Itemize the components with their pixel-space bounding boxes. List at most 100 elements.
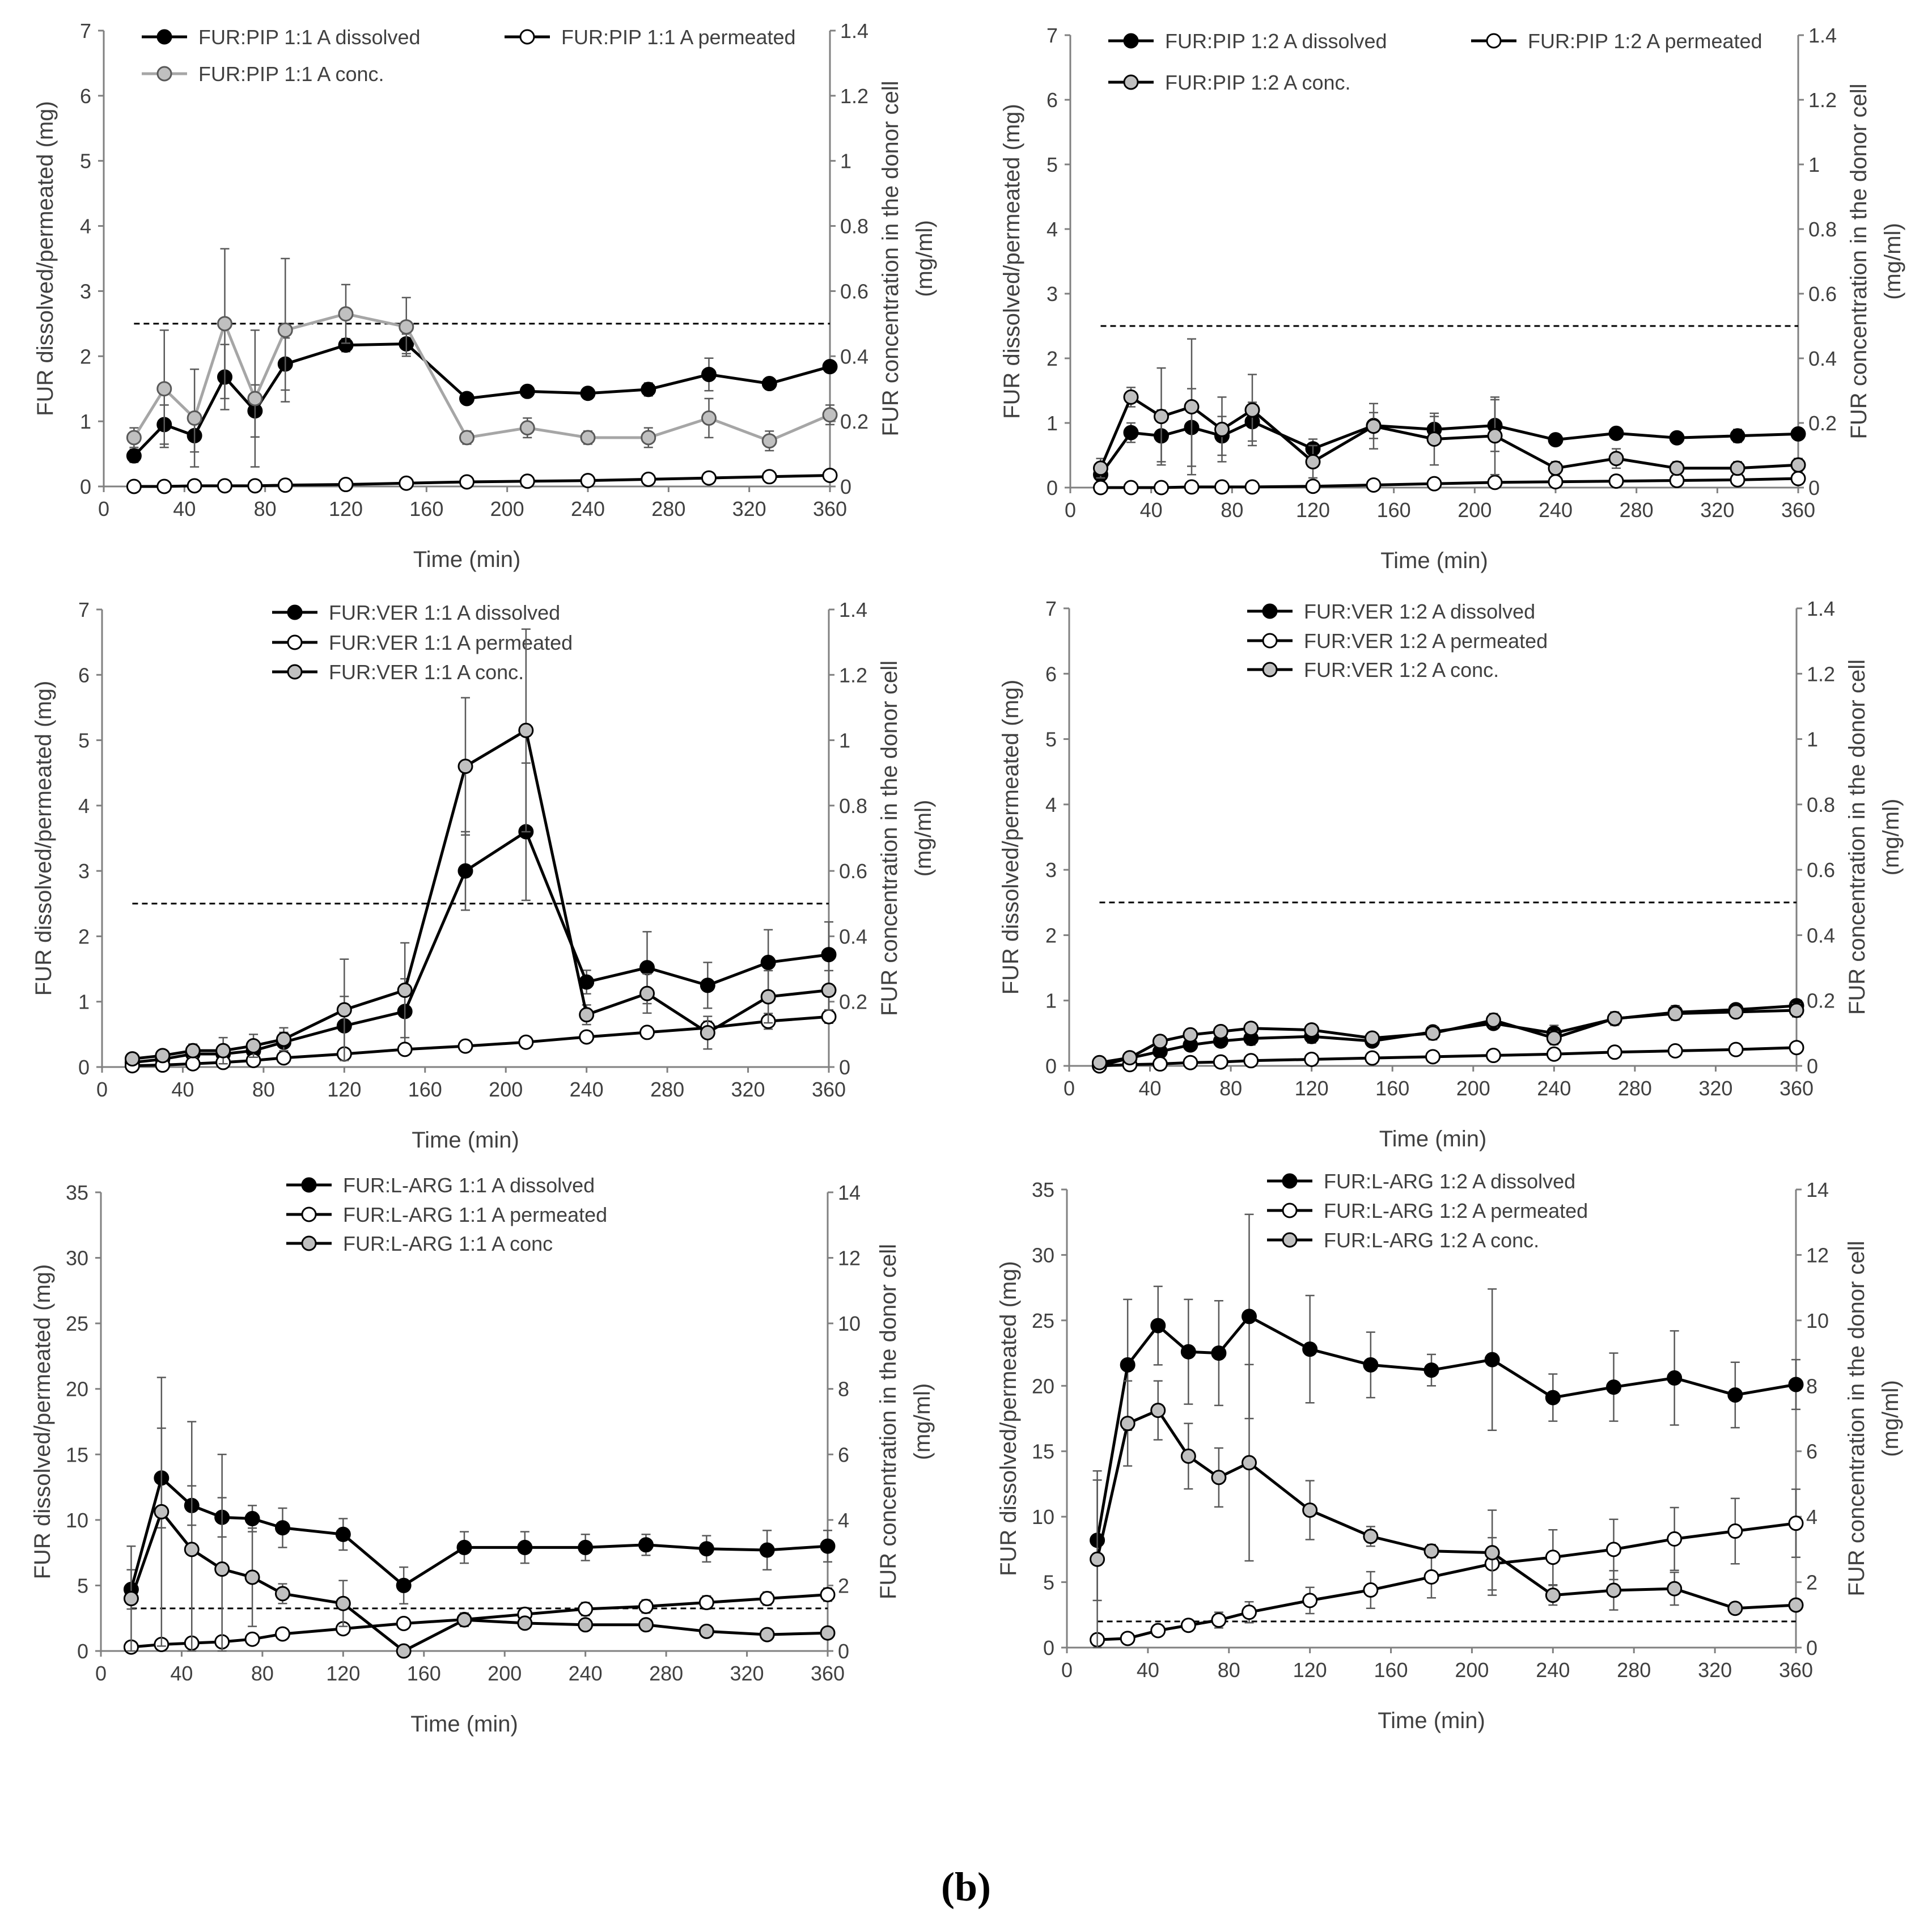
data-point (698, 1623, 714, 1639)
data-point (1305, 454, 1321, 469)
legend-label: FUR:PIP 1:1 A dissolved (198, 26, 421, 49)
series-line (134, 473, 831, 488)
x-tick-label: 280 (649, 1662, 683, 1685)
x-tick-label: 360 (1779, 1658, 1813, 1682)
legend-label: FUR:PIP 1:1 A permeated (561, 26, 796, 49)
data-point (459, 391, 474, 407)
y2-tick-label: 14 (1806, 1178, 1829, 1201)
x-tick-label: 360 (812, 1078, 846, 1101)
legend-marker (1123, 74, 1139, 90)
x-tick-label: 360 (813, 497, 847, 520)
data-point (579, 1007, 595, 1023)
x-tick-label: 0 (1065, 498, 1076, 522)
y2-axis-label-line2: (mg/ml) (1878, 1380, 1903, 1457)
data-point (1545, 1587, 1561, 1603)
series-line (1096, 1408, 1797, 1610)
data-point (1090, 1551, 1105, 1567)
data-point (1152, 1034, 1168, 1049)
y2-tick-label: 2 (1806, 1571, 1817, 1594)
data-point (639, 1024, 655, 1040)
y2-tick-label: 1.4 (840, 19, 868, 43)
data-point (1667, 1006, 1683, 1022)
y2-tick-label: 0 (1808, 476, 1820, 499)
data-point (1180, 1344, 1196, 1360)
y2-tick-label: 10 (838, 1312, 861, 1335)
data-point (1608, 473, 1624, 489)
series-dissolved (126, 333, 838, 464)
data-point (1546, 1046, 1562, 1062)
y2-tick-label: 0 (839, 1056, 850, 1079)
data-point (396, 1577, 412, 1593)
data-point (1545, 1390, 1561, 1405)
data-point (276, 1031, 291, 1047)
data-point (1214, 421, 1230, 437)
x-tick-label: 160 (407, 1662, 441, 1685)
data-point (126, 479, 142, 494)
data-point (275, 1520, 290, 1536)
series-line (132, 728, 829, 1061)
chart-arg11: 0 40 80 120 160 200 240 280 320 36005101520253035… (30, 1174, 935, 1737)
y-tick-label: 35 (66, 1181, 88, 1204)
data-point (1548, 460, 1564, 476)
y-axis-label: FUR dissolved/permeated (mg) (31, 681, 56, 996)
y2-tick-label: 1 (840, 150, 851, 173)
legend-marker (1282, 1173, 1298, 1189)
y2-tick-label: 0.2 (839, 990, 867, 1014)
x-tick-label: 280 (1618, 1077, 1652, 1100)
data-point (277, 322, 293, 338)
x-tick-label: 0 (96, 1078, 108, 1101)
y-tick-label: 0 (1045, 1055, 1057, 1078)
y2-tick-label: 0.2 (1808, 412, 1837, 435)
y-tick-label: 15 (66, 1443, 88, 1466)
data-point (1211, 1345, 1227, 1361)
x-tick-label: 360 (1781, 498, 1815, 522)
data-point (457, 863, 473, 879)
legend-marker (287, 604, 303, 620)
x-tick-label: 200 (490, 497, 524, 520)
data-point (759, 1591, 775, 1607)
data-point (1213, 1023, 1228, 1039)
data-point (1425, 1025, 1440, 1041)
data-point (639, 985, 655, 1001)
y2-tick-label: 14 (838, 1181, 861, 1204)
y2-tick-label: 4 (1806, 1505, 1817, 1529)
x-tick-label: 320 (730, 1662, 764, 1685)
data-point (1242, 1455, 1257, 1471)
legend-label: FUR:PIP 1:2 A dissolved (1165, 29, 1387, 53)
data-point (1180, 1618, 1196, 1633)
data-point (1669, 460, 1685, 476)
data-point (822, 407, 838, 423)
chart-arg12: 0 40 80 120 160 200 240 280 320 36005101520253035… (996, 1170, 1903, 1733)
data-point (580, 430, 596, 446)
data-point (1484, 1545, 1500, 1561)
legend-entry: FUR:L-ARG 1:1 A permeated (286, 1203, 607, 1226)
series-conc (124, 628, 837, 1067)
y2-tick-label: 6 (838, 1443, 849, 1466)
data-point (1152, 1056, 1168, 1072)
y2-axis-label-line2: (mg/ml) (1879, 799, 1904, 876)
legend-label: FUR:PIP 1:2 A permeated (1528, 29, 1762, 53)
series-line (1096, 1314, 1797, 1541)
x-axis-label: Time (min) (410, 1712, 518, 1737)
data-point (1150, 1403, 1166, 1419)
x-tick-label: 160 (1375, 1077, 1409, 1100)
y-tick-label: 0 (1043, 1636, 1054, 1659)
data-point (1788, 1515, 1804, 1531)
y2-tick-label: 0.6 (1807, 858, 1835, 882)
data-point (580, 386, 596, 401)
data-point (247, 478, 263, 494)
data-point (822, 467, 838, 483)
y2-tick-label: 0.2 (1807, 989, 1835, 1013)
y-axis-label: FUR dissolved/permeated (mg) (999, 104, 1024, 419)
y2-tick-label: 0.4 (840, 345, 868, 368)
data-point (759, 1627, 775, 1642)
x-tick-label: 160 (408, 1078, 442, 1101)
x-tick-label: 80 (252, 1078, 275, 1101)
x-tick-label: 80 (254, 497, 277, 520)
legend-marker (301, 1206, 317, 1222)
legend-marker (287, 664, 303, 680)
legend-label: FUR:VER 1:2 A dissolved (1304, 600, 1535, 623)
series-conc (1091, 1002, 1804, 1070)
data-point (399, 319, 414, 335)
data-point (1302, 1341, 1318, 1357)
